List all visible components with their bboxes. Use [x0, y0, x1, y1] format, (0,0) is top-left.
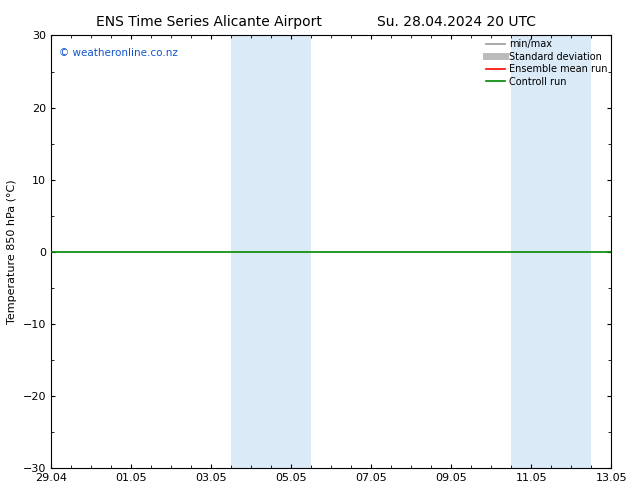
Bar: [231, 35, 271, 468]
Text: © weatheronline.co.nz: © weatheronline.co.nz: [59, 49, 178, 58]
Bar: [511, 35, 551, 468]
Bar: [551, 35, 592, 468]
Legend: min/max, Standard deviation, Ensemble mean run, Controll run: min/max, Standard deviation, Ensemble me…: [482, 35, 611, 91]
Y-axis label: Temperature 850 hPa (°C): Temperature 850 hPa (°C): [7, 179, 17, 324]
Text: Su. 28.04.2024 20 UTC: Su. 28.04.2024 20 UTC: [377, 15, 536, 29]
Text: ENS Time Series Alicante Airport: ENS Time Series Alicante Airport: [96, 15, 322, 29]
Bar: [271, 35, 311, 468]
